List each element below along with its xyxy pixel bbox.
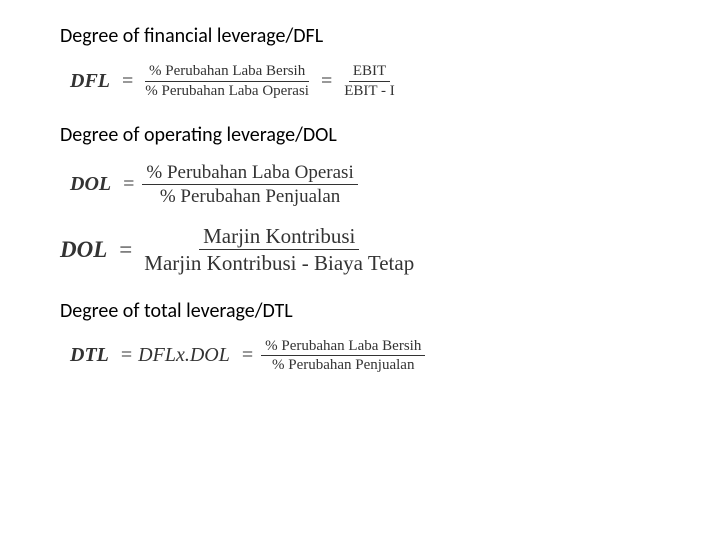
dfl-lhs: DFL: [70, 70, 110, 93]
dol1-frac-num: % Perubahan Laba Operasi: [142, 161, 357, 186]
dfl-eq1: =: [122, 70, 133, 93]
formula-dtl: DTL = DFLx.DOL = % Perubahan Laba Bersih…: [70, 337, 660, 376]
dtl-eq2: =: [242, 344, 253, 367]
dfl-frac2-den: EBIT - I: [340, 82, 399, 101]
dol1-frac-den: % Perubahan Penjualan: [156, 185, 344, 209]
formula-dol2: DOL = Marjin Kontribusi Marjin Kontribus…: [60, 223, 660, 277]
dol2-eq: =: [119, 237, 132, 263]
dol1-frac: % Perubahan Laba Operasi % Perubahan Pen…: [142, 161, 357, 210]
heading-dol: Degree of operating leverage/DOL: [60, 123, 660, 147]
dfl-frac1-den: % Perubahan Laba Operasi: [141, 82, 313, 101]
dtl-mid: DFLx.DOL: [138, 344, 230, 367]
dol1-lhs: DOL: [70, 173, 111, 196]
heading-dfl: Degree of financial leverage/DFL: [60, 24, 660, 48]
dol2-lhs: DOL: [60, 237, 107, 263]
dtl-frac: % Perubahan Laba Bersih % Perubahan Penj…: [261, 337, 425, 376]
heading-dtl: Degree of total leverage/DTL: [60, 299, 660, 323]
dtl-frac-den: % Perubahan Penjualan: [268, 356, 418, 375]
dfl-eq2: =: [321, 70, 332, 93]
dfl-frac2: EBIT EBIT - I: [340, 62, 399, 101]
formula-dfl: DFL = % Perubahan Laba Bersih % Perubaha…: [70, 62, 660, 101]
dol2-frac-num: Marjin Kontribusi: [199, 223, 359, 250]
dtl-lhs: DTL: [70, 344, 109, 367]
dtl-frac-num: % Perubahan Laba Bersih: [261, 337, 425, 357]
dfl-frac1: % Perubahan Laba Bersih % Perubahan Laba…: [141, 62, 313, 101]
dfl-frac1-num: % Perubahan Laba Bersih: [145, 62, 309, 82]
formula-dol1: DOL = % Perubahan Laba Operasi % Perubah…: [70, 161, 660, 210]
dol2-frac: Marjin Kontribusi Marjin Kontribusi - Bi…: [140, 223, 418, 277]
dol1-eq: =: [123, 173, 134, 196]
dol2-frac-den: Marjin Kontribusi - Biaya Tetap: [140, 250, 418, 276]
dfl-frac2-num: EBIT: [349, 62, 390, 82]
dtl-eq1: =: [121, 344, 132, 367]
